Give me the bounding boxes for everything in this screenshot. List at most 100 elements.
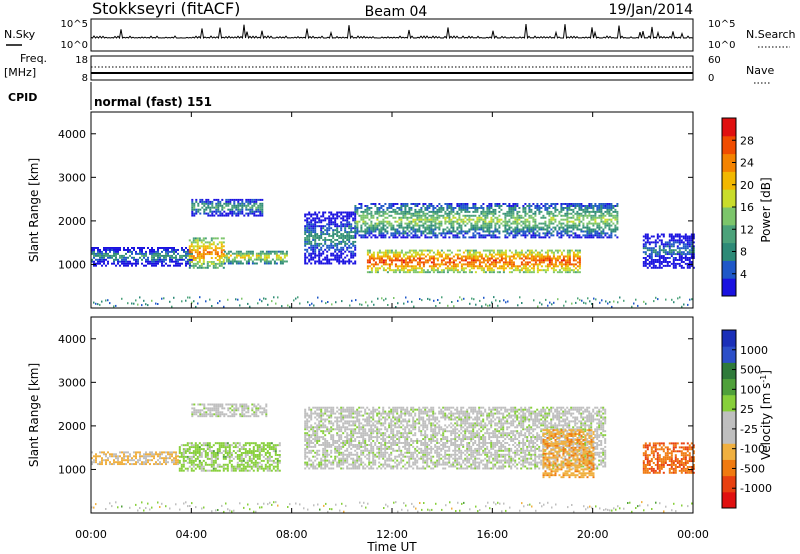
heatmap-cell (380, 214, 383, 217)
heatmap-cell (255, 258, 258, 261)
heatmap-cell (139, 451, 141, 454)
heatmap-cell (390, 228, 393, 231)
heatmap-cell (656, 237, 659, 240)
heatmap-cell (446, 253, 449, 256)
heatmap-cell (159, 254, 161, 257)
heatmap-cell (502, 261, 505, 264)
heatmap-cell (578, 251, 581, 254)
heatmap-cell (377, 297, 379, 300)
heatmap-cell (370, 271, 373, 274)
heatmap-cell (524, 210, 527, 213)
heatmap-cell (276, 457, 279, 460)
heatmap-cell (360, 234, 363, 237)
date-title: 19/Jan/2014 (609, 2, 694, 18)
heatmap-cell (388, 222, 391, 225)
heatmap-cell (188, 239, 191, 242)
heatmap-cell (248, 463, 251, 466)
heatmap-cell (432, 234, 435, 237)
heatmap-cell (368, 232, 371, 235)
heatmap-cell (190, 463, 193, 466)
heatmap-cell (332, 240, 335, 243)
heatmap-cell (251, 204, 254, 207)
heatmap-cell (674, 233, 677, 236)
heatmap-cell (508, 232, 511, 235)
heatmap-cell (558, 271, 561, 274)
freq-unit: [MHz] (4, 66, 36, 79)
heatmap-cell (558, 261, 561, 264)
heatmap-cell (159, 457, 161, 460)
heatmap-cell (418, 255, 421, 258)
heatmap-cell (274, 457, 277, 460)
heatmap-cell (435, 305, 437, 307)
heatmap-cell (348, 221, 351, 224)
heatmap-cell (500, 208, 503, 211)
heatmap-cell (275, 256, 278, 259)
heatmap-cell (324, 239, 327, 241)
heatmap-cell (584, 208, 587, 211)
heatmap-cell (526, 234, 529, 237)
heatmap-cell (398, 259, 401, 262)
heatmap-cell (584, 207, 587, 209)
heatmap-cell (482, 267, 485, 270)
heatmap-cell (398, 234, 401, 237)
heatmap-cell (492, 234, 495, 237)
heatmap-cell (552, 265, 555, 268)
heatmap-cell (490, 271, 493, 274)
heatmap-cell (488, 212, 491, 215)
heatmap-cell (472, 261, 475, 264)
heatmap-cell (121, 256, 123, 259)
heatmap-cell (524, 232, 527, 235)
heatmap-cell (224, 457, 227, 460)
heatmap-cell (355, 299, 357, 302)
heatmap-cell (360, 218, 363, 221)
heatmap-cell (171, 459, 173, 462)
heatmap-cell (336, 231, 339, 234)
heatmap-cell (482, 220, 485, 223)
heatmap-cell (117, 247, 119, 249)
heatmap-cell (538, 234, 541, 237)
heatmap-cell (434, 236, 437, 239)
heatmap-cell (450, 224, 453, 227)
heatmap-cell (428, 205, 431, 207)
heatmap-cell (200, 266, 203, 269)
heatmap-cell (496, 267, 499, 270)
heatmap-cell (250, 465, 253, 468)
heatmap-cell (512, 236, 515, 239)
heatmap-cell (458, 224, 461, 227)
heatmap-cell (520, 234, 523, 237)
heatmap-cell (472, 251, 475, 254)
heatmap-cell (165, 463, 167, 466)
heatmap-cell (514, 228, 517, 231)
heatmap-cell (338, 258, 341, 261)
heatmap-cell (392, 269, 395, 272)
heatmap-cell (97, 303, 99, 306)
heatmap-cell (193, 204, 196, 207)
heatmap-cell (666, 257, 669, 259)
heatmap-cell (658, 253, 661, 256)
heatmap-cell (322, 239, 325, 241)
heatmap-cell (336, 252, 339, 255)
heatmap-cell (393, 297, 395, 299)
heatmap-cell (398, 253, 401, 256)
heatmap-cell (606, 222, 609, 225)
heatmap-cell (578, 205, 581, 207)
heatmap-cell (524, 236, 527, 239)
heatmap-cell (121, 297, 123, 300)
heatmap-cell (458, 230, 461, 233)
heatmap-cell (235, 204, 238, 207)
heatmap-cell (272, 465, 275, 468)
heatmap-cell (338, 256, 341, 259)
heatmap-cell (390, 222, 393, 225)
heatmap-cell (492, 218, 495, 221)
heatmap-cell (261, 300, 263, 303)
heatmap-cell (266, 459, 269, 462)
heatmap-cell (372, 255, 375, 258)
heatmap-cell (277, 258, 280, 261)
heatmap-cell (194, 442, 197, 445)
heatmap-cell (528, 257, 531, 260)
heatmap-cell (570, 234, 573, 237)
heatmap-cell (268, 442, 271, 445)
heatmap-cell (304, 242, 307, 245)
heatmap-cell (546, 263, 549, 266)
heatmap-cell (574, 226, 577, 229)
